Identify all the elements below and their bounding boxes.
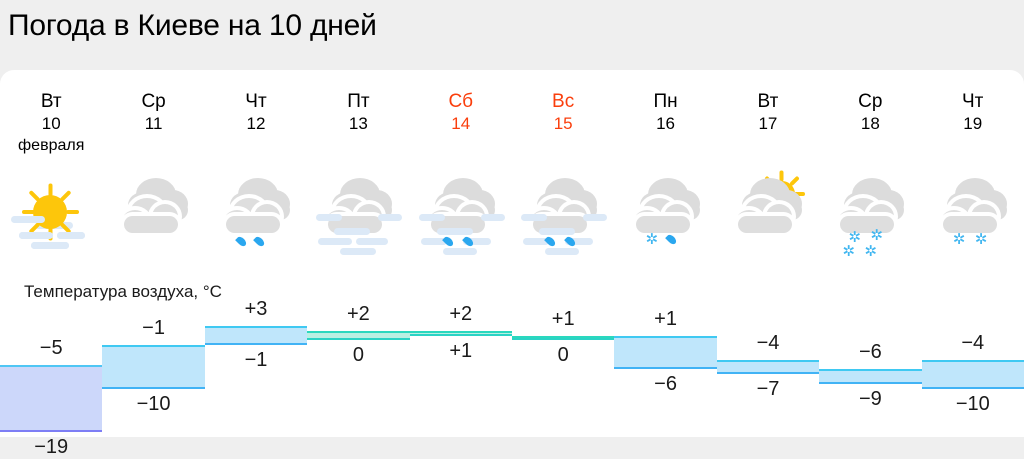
day-number: 16 <box>656 114 675 133</box>
cloud-snow-heavy-icon: ✲ ✲ ✲ ✲ <box>824 170 916 262</box>
day-number: 13 <box>348 114 368 133</box>
day-column-13[interactable]: Пт 13 <box>307 90 409 156</box>
day-number: 18 <box>860 114 880 133</box>
temperature-chart: −5 −19 −1 −10 +3 −1 +2 0 +2 +1 +1 0 +1 −6 −4 −7 −6 −9 −4 −1… <box>0 298 1024 458</box>
cloud-sleet-icon: ✲ <box>620 170 712 262</box>
temp-min-15: 0 <box>557 344 569 367</box>
temp-max-10: −5 <box>39 336 63 359</box>
temp-min-11: −10 <box>136 392 171 415</box>
day-number: 10 <box>41 114 61 133</box>
day-column-14[interactable]: Сб 14 <box>410 90 512 156</box>
temperature-band-18 <box>819 369 922 384</box>
weather-icon-cell-10 <box>0 170 102 265</box>
day-of-week: Вт <box>757 91 779 112</box>
weather-icon-cell-15 <box>512 170 614 265</box>
temp-min-14: +1 <box>449 339 473 362</box>
weather-icon-cell-12 <box>205 170 307 265</box>
page-title: Погода в Киеве на 10 дней <box>8 9 377 42</box>
day-of-week: Вт <box>40 91 62 112</box>
day-number: 15 <box>553 114 573 133</box>
day-number: 19 <box>963 114 983 133</box>
day-column-16[interactable]: Пн 16 <box>614 90 716 156</box>
month-name: февраля <box>18 137 85 154</box>
weather-icon-cell-14 <box>410 170 512 265</box>
temperature-band-11 <box>102 345 205 389</box>
temp-max-14: +2 <box>449 302 473 325</box>
day-of-week: Вс <box>552 91 575 112</box>
temp-max-12: +3 <box>244 298 268 320</box>
day-of-week: Пт <box>347 91 370 112</box>
day-of-week: Ср <box>858 91 883 112</box>
cloud-snow-icon: ✲ ✲ <box>927 170 1019 262</box>
temperature-band-17 <box>716 359 820 375</box>
temp-min-16: −6 <box>654 373 677 396</box>
temperature-band-12 <box>204 326 308 346</box>
cloud-fog-icon <box>312 170 404 262</box>
weather-icons-row: ✲ ✲ ✲ ✲ ✲ ✲ ✲ <box>0 170 1024 265</box>
day-number: 17 <box>758 114 778 133</box>
day-number: 12 <box>246 114 266 133</box>
temperature-section-label: Температура воздуха, °C <box>24 282 222 301</box>
day-of-week: Сб <box>448 91 474 112</box>
day-of-week: Пн <box>653 91 678 112</box>
temperature-band-10 <box>0 364 103 432</box>
day-of-week: Ср <box>141 91 166 112</box>
cloud-rain-icon <box>210 170 302 262</box>
cloud-fog-rain-icon <box>415 170 507 262</box>
weather-icon-cell-17 <box>717 170 819 265</box>
day-column-17[interactable]: Вт 17 <box>717 90 819 156</box>
temp-max-18: −6 <box>858 341 882 364</box>
forecast-card: Вт 10 февраля Ср 11 Чт 12 Пт 13 Сб 14 Вс 15 Пн 16 Вт 17 С… <box>0 70 1024 458</box>
day-column-10[interactable]: Вт 10 февраля <box>0 90 102 156</box>
weather-icon-cell-19: ✲ ✲ <box>922 170 1024 265</box>
weather-icon-cell-16: ✲ <box>614 170 716 265</box>
sun-fog-icon <box>5 170 97 262</box>
cloudy-icon <box>108 170 200 262</box>
temp-min-13: 0 <box>352 344 364 367</box>
temp-max-19: −4 <box>961 331 985 354</box>
temperature-band-19 <box>921 359 1024 389</box>
day-column-18[interactable]: Ср 18 <box>819 90 921 156</box>
temp-min-19: −10 <box>955 392 990 415</box>
sun-cloud-icon <box>722 170 814 262</box>
temperature-band-16 <box>614 335 717 370</box>
cloud-fog-rain-icon <box>517 170 609 262</box>
day-column-19[interactable]: Чт 19 <box>922 90 1024 156</box>
day-of-week: Чт <box>962 91 984 112</box>
temp-max-13: +2 <box>346 302 370 325</box>
day-column-12[interactable]: Чт 12 <box>205 90 307 156</box>
day-of-week: Чт <box>245 91 267 112</box>
temperature-band-14 <box>409 330 512 336</box>
temperature-band-13 <box>307 330 410 341</box>
day-number: 11 <box>144 114 163 133</box>
temp-max-11: −1 <box>142 317 165 340</box>
temperature-band-15 <box>512 335 615 341</box>
weather-icon-cell-11 <box>102 170 204 265</box>
day-column-11[interactable]: Ср 11 <box>102 90 204 156</box>
temp-max-17: −4 <box>756 331 780 354</box>
temp-min-12: −1 <box>244 349 268 372</box>
day-column-15[interactable]: Вс 15 <box>512 90 614 156</box>
temp-max-16: +1 <box>654 307 677 330</box>
weather-icon-cell-13 <box>307 170 409 265</box>
weather-icon-cell-18: ✲ ✲ ✲ ✲ <box>819 170 921 265</box>
days-header-row: Вт 10 февраля Ср 11 Чт 12 Пт 13 Сб 14 Вс 15 Пн 16 Вт 17 С… <box>0 70 1024 156</box>
temp-min-17: −7 <box>756 378 780 401</box>
day-number: 14 <box>451 114 471 133</box>
temp-min-18: −9 <box>858 387 882 410</box>
temp-min-10: −19 <box>34 436 69 458</box>
temp-max-15: +1 <box>551 307 575 330</box>
